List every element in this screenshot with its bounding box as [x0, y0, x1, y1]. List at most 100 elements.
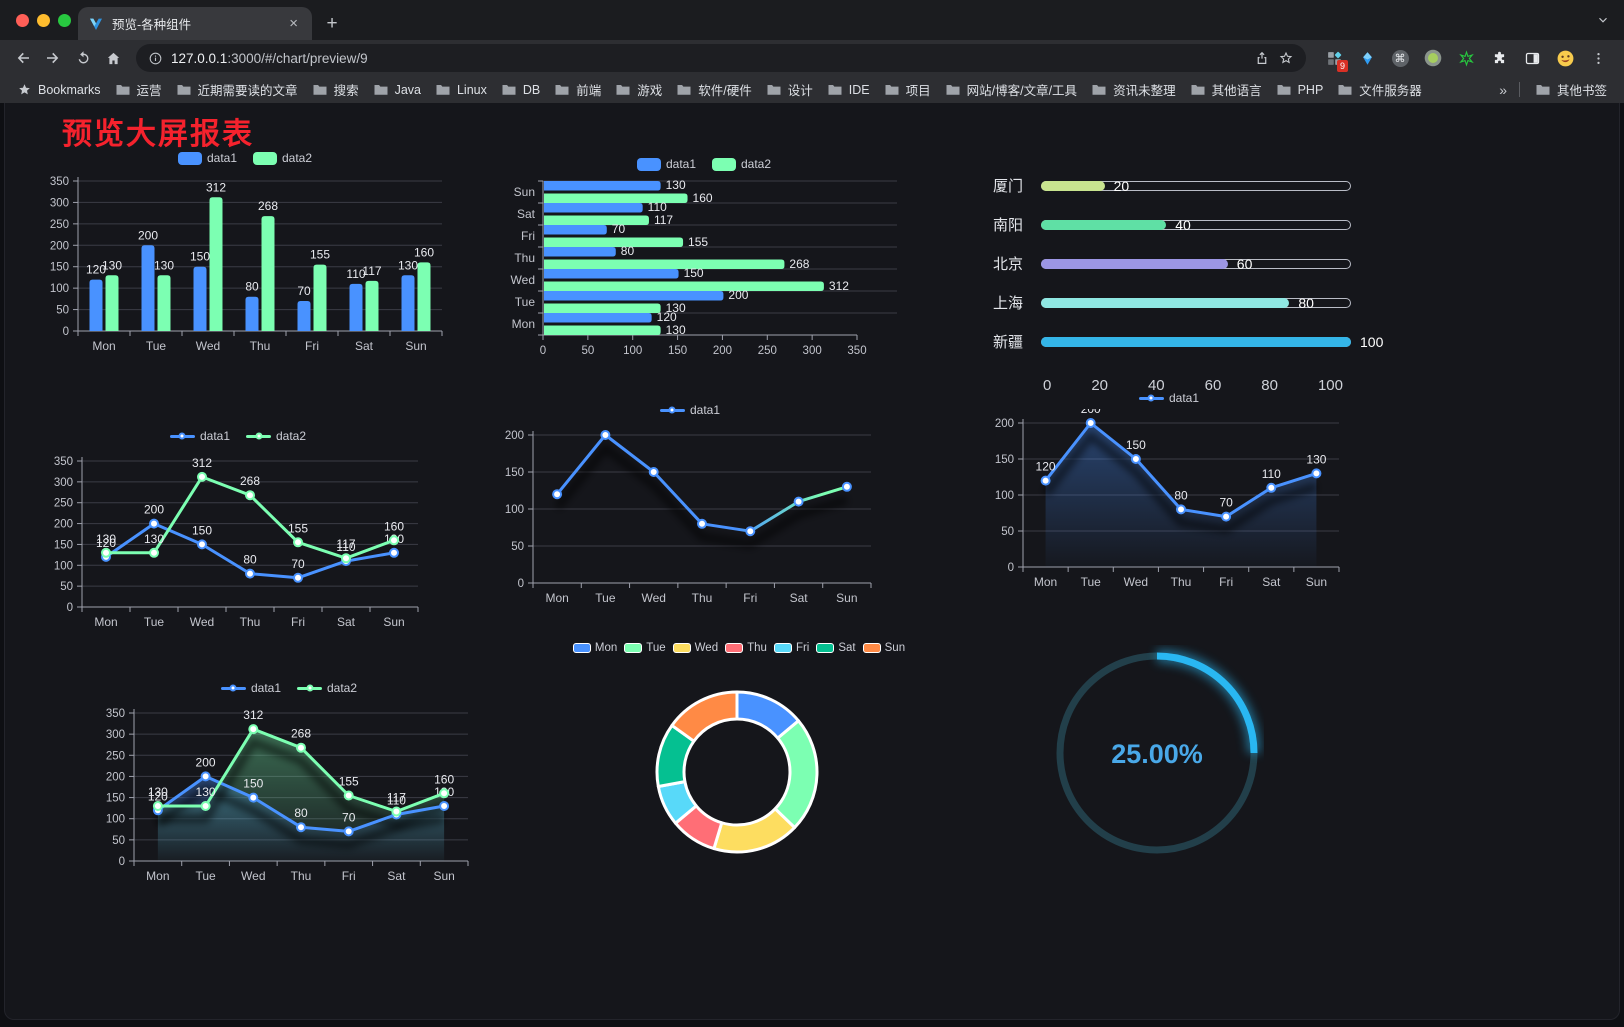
- svg-text:117: 117: [654, 213, 673, 227]
- profile-avatar[interactable]: [1555, 48, 1575, 68]
- bookmark-folder[interactable]: 游戏: [608, 78, 669, 101]
- legend-label: Thu: [747, 642, 767, 654]
- menu-kebab-icon[interactable]: [1588, 48, 1608, 68]
- hue-extension-icon[interactable]: [1357, 48, 1377, 68]
- bookmark-folder[interactable]: 项目: [877, 78, 938, 101]
- svg-text:80: 80: [243, 553, 257, 567]
- svg-text:50: 50: [1001, 526, 1014, 538]
- share-icon[interactable]: [1254, 50, 1270, 66]
- bookmark-folder[interactable]: 前端: [547, 78, 608, 101]
- bookmark-folder[interactable]: 其他语言: [1183, 78, 1269, 101]
- legend-swatch: [773, 643, 792, 653]
- svg-text:Fri: Fri: [305, 339, 319, 353]
- svg-text:Thu: Thu: [692, 591, 713, 605]
- bookmark-label: 近期需要读的文章: [197, 84, 298, 98]
- bookmark-star-icon[interactable]: [1278, 50, 1294, 66]
- extensions-puzzle-icon[interactable]: [1489, 48, 1509, 68]
- legend-item[interactable]: Fri: [773, 642, 809, 654]
- legend-item[interactable]: data1: [636, 157, 696, 171]
- axis-tick-label: 100: [1317, 377, 1343, 394]
- bookmark-folder[interactable]: 资讯未整理: [1084, 78, 1183, 101]
- site-info-icon[interactable]: [148, 51, 163, 66]
- other-bookmarks-folder[interactable]: 其他书签: [1528, 78, 1614, 101]
- legend-line-marker: [220, 684, 246, 692]
- bookmark-folder[interactable]: 搜索: [305, 78, 366, 101]
- axis-tick-label: 80: [1261, 377, 1278, 394]
- home-button[interactable]: [100, 45, 126, 71]
- folder-icon: [1338, 84, 1352, 95]
- svg-text:350: 350: [54, 456, 73, 468]
- reload-button[interactable]: [70, 45, 96, 71]
- bookmark-folder[interactable]: Java: [366, 81, 428, 99]
- green-star-extension-icon[interactable]: [1456, 48, 1476, 68]
- tab-overflow-chevron-icon[interactable]: [1596, 13, 1610, 27]
- new-tab-button[interactable]: +: [326, 13, 338, 34]
- svg-text:0: 0: [63, 326, 69, 338]
- progress-fill: [1041, 180, 1105, 191]
- svg-text:Mon: Mon: [545, 591, 568, 605]
- bookmarks-root[interactable]: Bookmarks: [10, 80, 108, 99]
- svg-text:130: 130: [96, 532, 116, 546]
- bookmark-folder[interactable]: 网站/博客/文章/工具: [938, 78, 1084, 101]
- bookmark-label: PHP: [1297, 82, 1324, 97]
- side-panel-icon[interactable]: [1522, 48, 1542, 68]
- page-content: 预览大屏报表 data1 data2 0 50 100 150 200 250 300 350 Mo…: [0, 103, 1624, 1027]
- command-extension-icon[interactable]: ⌘: [1390, 48, 1410, 68]
- folder-icon: [1536, 84, 1550, 95]
- bookmark-folder[interactable]: DB: [494, 81, 547, 99]
- bookmark-folder[interactable]: 运营: [108, 78, 169, 101]
- bookmark-folder[interactable]: Linux: [428, 81, 494, 99]
- legend-item[interactable]: Wed: [672, 642, 718, 654]
- url-path: :3000/#/chart/preview/9: [227, 50, 368, 66]
- svg-text:120: 120: [148, 789, 168, 803]
- legend-item[interactable]: Sat: [816, 642, 856, 654]
- legend-item[interactable]: data1: [169, 429, 230, 443]
- svg-text:50: 50: [112, 835, 125, 847]
- bookmark-folder[interactable]: 文件服务器: [1330, 78, 1429, 101]
- zoom-window-button[interactable]: [58, 14, 71, 27]
- bookmarks-star-icon: [19, 84, 30, 95]
- progress-track: 40: [1041, 217, 1351, 233]
- forward-button[interactable]: [40, 45, 66, 71]
- bookmark-folder[interactable]: IDE: [820, 81, 877, 99]
- svg-text:0: 0: [119, 856, 125, 868]
- bookmark-folder[interactable]: 软件/硬件: [669, 78, 758, 101]
- url-text[interactable]: 127.0.0.1:3000/#/chart/preview/9: [171, 51, 368, 66]
- legend-item[interactable]: data2: [253, 151, 312, 165]
- legend-item[interactable]: data1: [177, 151, 237, 165]
- chart-canvas: [655, 690, 819, 854]
- legend-item[interactable]: data1: [659, 403, 720, 417]
- legend-item[interactable]: data2: [712, 157, 771, 171]
- svg-text:200: 200: [505, 430, 524, 442]
- legend-item[interactable]: data1: [1138, 391, 1199, 405]
- svg-text:150: 150: [505, 467, 524, 479]
- legend-item[interactable]: Tue: [624, 642, 666, 654]
- bookmark-folder[interactable]: PHP: [1269, 81, 1331, 99]
- legend-item[interactable]: data1: [220, 681, 281, 695]
- svg-text:Tue: Tue: [195, 869, 216, 883]
- bookmark-folder[interactable]: 近期需要读的文章: [169, 78, 305, 101]
- proxy-extension-icon[interactable]: 9: [1324, 48, 1348, 72]
- progress-value: 80: [1298, 294, 1314, 311]
- legend-item[interactable]: data2: [246, 429, 306, 443]
- svg-text:Thu: Thu: [291, 869, 312, 883]
- minimize-window-button[interactable]: [37, 14, 50, 27]
- legend-line-marker: [169, 432, 195, 440]
- folder-icon: [767, 84, 781, 95]
- address-bar[interactable]: 127.0.0.1:3000/#/chart/preview/9: [136, 44, 1306, 72]
- chart-canvas: Sun Sat Fri Thu Wed Tue Mon 0 50 100 150 200 250 300 3…: [511, 178, 897, 357]
- legend-item[interactable]: data2: [297, 681, 357, 695]
- svg-text:Sat: Sat: [1262, 575, 1281, 589]
- close-window-button[interactable]: [16, 14, 29, 27]
- legend-item[interactable]: Sun: [862, 642, 905, 654]
- bookmark-folder[interactable]: 设计: [759, 78, 820, 101]
- bookmarks-overflow-chevron[interactable]: »: [1499, 81, 1507, 98]
- legend-line-marker: [246, 432, 271, 440]
- gradient-line-chart: data1 0 50 100 150 200 Mon Tue Wed Thu Fri Sat Sun: [495, 399, 885, 611]
- legend-item[interactable]: Thu: [725, 642, 767, 654]
- active-tab[interactable]: 预览-各种组件 ×: [78, 7, 312, 40]
- green-dot-extension-icon[interactable]: [1423, 48, 1443, 68]
- back-button[interactable]: [10, 45, 36, 71]
- legend-item[interactable]: Mon: [572, 642, 617, 654]
- tab-close-icon[interactable]: ×: [289, 15, 298, 32]
